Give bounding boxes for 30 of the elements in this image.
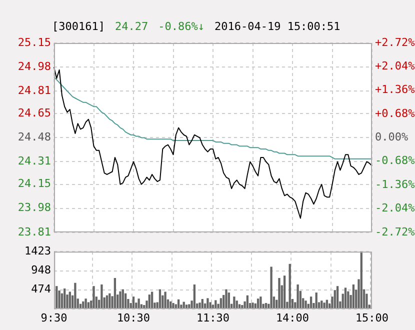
y2-tick-label: 0.00% xyxy=(375,130,408,144)
y-tick-label: 23.81 xyxy=(18,225,51,238)
y2-tick-label: +1.36% xyxy=(375,83,415,96)
x-tick-label: 11:30 xyxy=(196,311,230,324)
y-tick-label: 24.15 xyxy=(18,177,51,190)
y-tick-label: 24.98 xyxy=(18,60,51,73)
y2-tick-label: -2.72% xyxy=(375,225,415,238)
text: 24.27 xyxy=(114,20,148,33)
y-tick-label: 23.98 xyxy=(18,201,51,214)
y2-tick-label: -2.04% xyxy=(375,202,415,215)
y-tick-label: 24.81 xyxy=(18,84,51,97)
chart-title: [300161] xyxy=(52,20,105,33)
y2-tick-label: +2.04% xyxy=(375,60,415,73)
y-tick-label: 1423 xyxy=(24,244,51,258)
text: 2016-04-19 15:00:51 xyxy=(214,20,340,33)
y-tick-label: 24.31 xyxy=(18,154,51,168)
y-tick-label: 25.15 xyxy=(18,36,51,49)
text: -0.86%↓ xyxy=(158,20,204,33)
y-tick-label: 24.65 xyxy=(18,106,51,120)
y2-tick-label: +0.68% xyxy=(375,106,415,120)
y2-tick-label: -1.36% xyxy=(375,178,415,191)
y2-tick-label: -0.68% xyxy=(375,154,415,168)
y2-tick-label: +2.72% xyxy=(375,36,415,49)
y-tick-label: 24.48 xyxy=(18,130,51,144)
y-tick-label: 474 xyxy=(31,282,52,296)
y-tick-label: 948 xyxy=(31,264,51,277)
x-tick-label: 15:00 xyxy=(355,311,389,324)
x-tick-label: 14:00 xyxy=(276,311,310,324)
x-tick-label: 10:30 xyxy=(116,311,150,324)
x-tick-label: 9:30 xyxy=(40,311,68,324)
